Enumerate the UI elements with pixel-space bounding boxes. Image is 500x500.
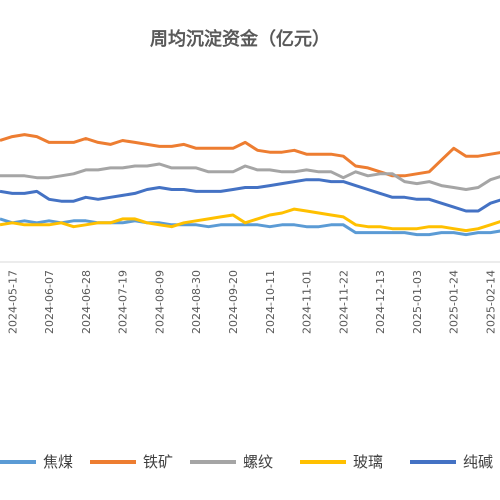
legend-label: 焦煤: [43, 453, 73, 471]
series-line-0: [0, 217, 500, 237]
x-tick-label: 2024-06-28: [80, 270, 93, 334]
x-tick-label: 2024-08-09: [153, 270, 166, 334]
x-tick-label: 2025-01-24: [448, 270, 461, 334]
series-line-4: [0, 178, 500, 213]
x-tick-label: 2024-11-22: [337, 270, 350, 334]
legend-label: 纯碱: [463, 453, 493, 471]
legend: 焦煤 铁矿 螺纹 玻璃 纯碱: [0, 453, 493, 471]
x-tick-labels: 2024-05-17 2024-06-07 2024-06-28 2024-07-19…: [6, 270, 497, 334]
legend-item-4: 纯碱: [410, 453, 493, 471]
legend-item-2: 螺纹: [190, 453, 273, 471]
x-tick-label: 2025-02-14: [485, 270, 498, 334]
legend-label: 铁矿: [143, 453, 173, 471]
series-line-1: [0, 133, 500, 178]
series-line-3: [0, 207, 500, 233]
series-line-2: [0, 162, 500, 191]
legend-label: 螺纹: [243, 453, 273, 471]
chart-title: 周均沉淀资金（亿元）: [150, 28, 330, 50]
legend-item-0: 焦煤: [0, 453, 73, 471]
legend-item-1: 铁矿: [90, 453, 173, 471]
legend-item-3: 玻璃: [300, 453, 383, 471]
x-tick-label: 2024-05-17: [6, 270, 19, 334]
x-tick-label: 2024-08-30: [190, 270, 203, 334]
x-tick-label: 2025-01-03: [411, 270, 424, 334]
x-tick-label: 2024-07-19: [117, 270, 130, 334]
x-tick-label: 2024-11-01: [301, 270, 314, 334]
series-lines: [0, 133, 500, 237]
legend-label: 玻璃: [353, 453, 383, 471]
x-tick-label: 2024-10-11: [264, 270, 277, 334]
x-tick-label: 2024-06-07: [43, 270, 56, 334]
x-tick-label: 2024-12-13: [374, 270, 387, 334]
x-tick-label: 2024-09-20: [227, 270, 240, 334]
